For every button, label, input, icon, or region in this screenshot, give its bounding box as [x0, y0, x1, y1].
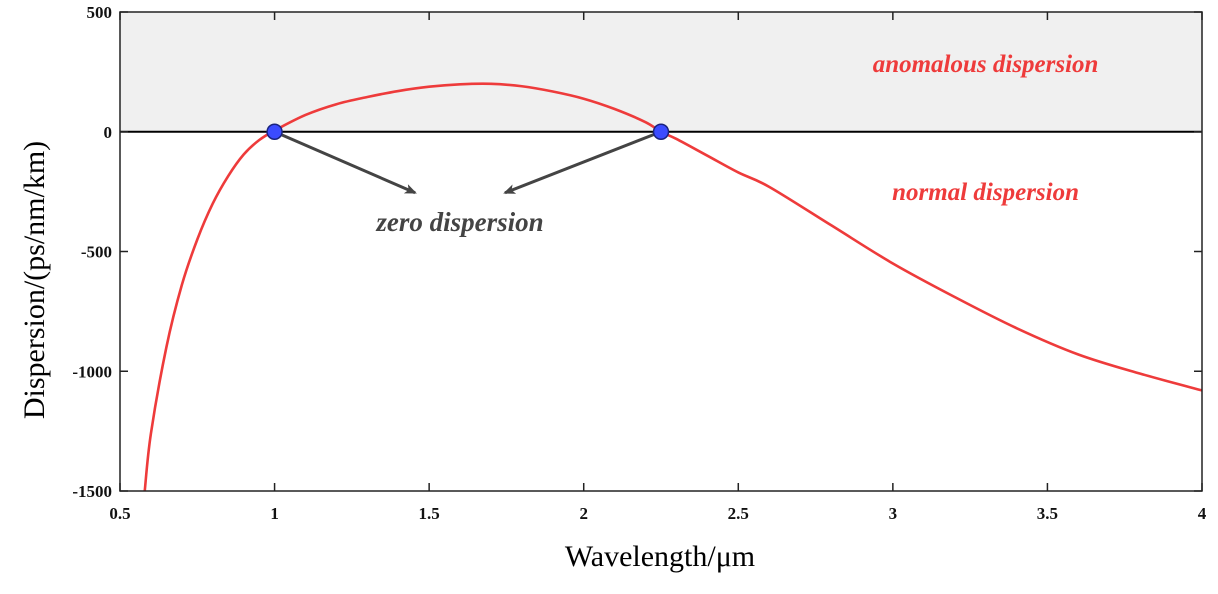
normal-dispersion-label: normal dispersion	[892, 179, 1079, 206]
x-tick-label: 0.5	[109, 504, 130, 523]
anomalous-dispersion-label: anomalous dispersion	[873, 51, 1099, 78]
x-tick-label: 3.5	[1037, 504, 1058, 523]
zero-dispersion-arrow	[503, 130, 662, 195]
dispersion-series-line	[143, 82, 1203, 492]
x-tick-label: 4	[1198, 504, 1207, 523]
zero-dispersion-point	[652, 123, 670, 140]
y-tick-label: 0	[104, 123, 113, 142]
anomalous-region-shade	[120, 12, 1202, 132]
y-axis-title: Dispersion/(ps/nm/km)	[18, 141, 51, 419]
x-axis-title: Wavelength/μm	[565, 540, 755, 573]
y-tick-label: -500	[81, 243, 112, 262]
zero-dispersion-arrow	[273, 130, 417, 195]
y-tick-label: 500	[87, 3, 113, 22]
x-tick-label: 2.5	[728, 504, 749, 523]
zero-dispersion-label: zero dispersion	[375, 207, 543, 237]
y-tick-label: -1500	[72, 482, 112, 501]
x-tick-label: 3	[889, 504, 898, 523]
zero-dispersion-point	[266, 123, 283, 140]
x-tick-label: 1	[270, 504, 279, 523]
x-tick-label: 1.5	[419, 504, 440, 523]
x-tick-label: 2	[579, 504, 588, 523]
y-tick-label: -1000	[72, 362, 112, 381]
